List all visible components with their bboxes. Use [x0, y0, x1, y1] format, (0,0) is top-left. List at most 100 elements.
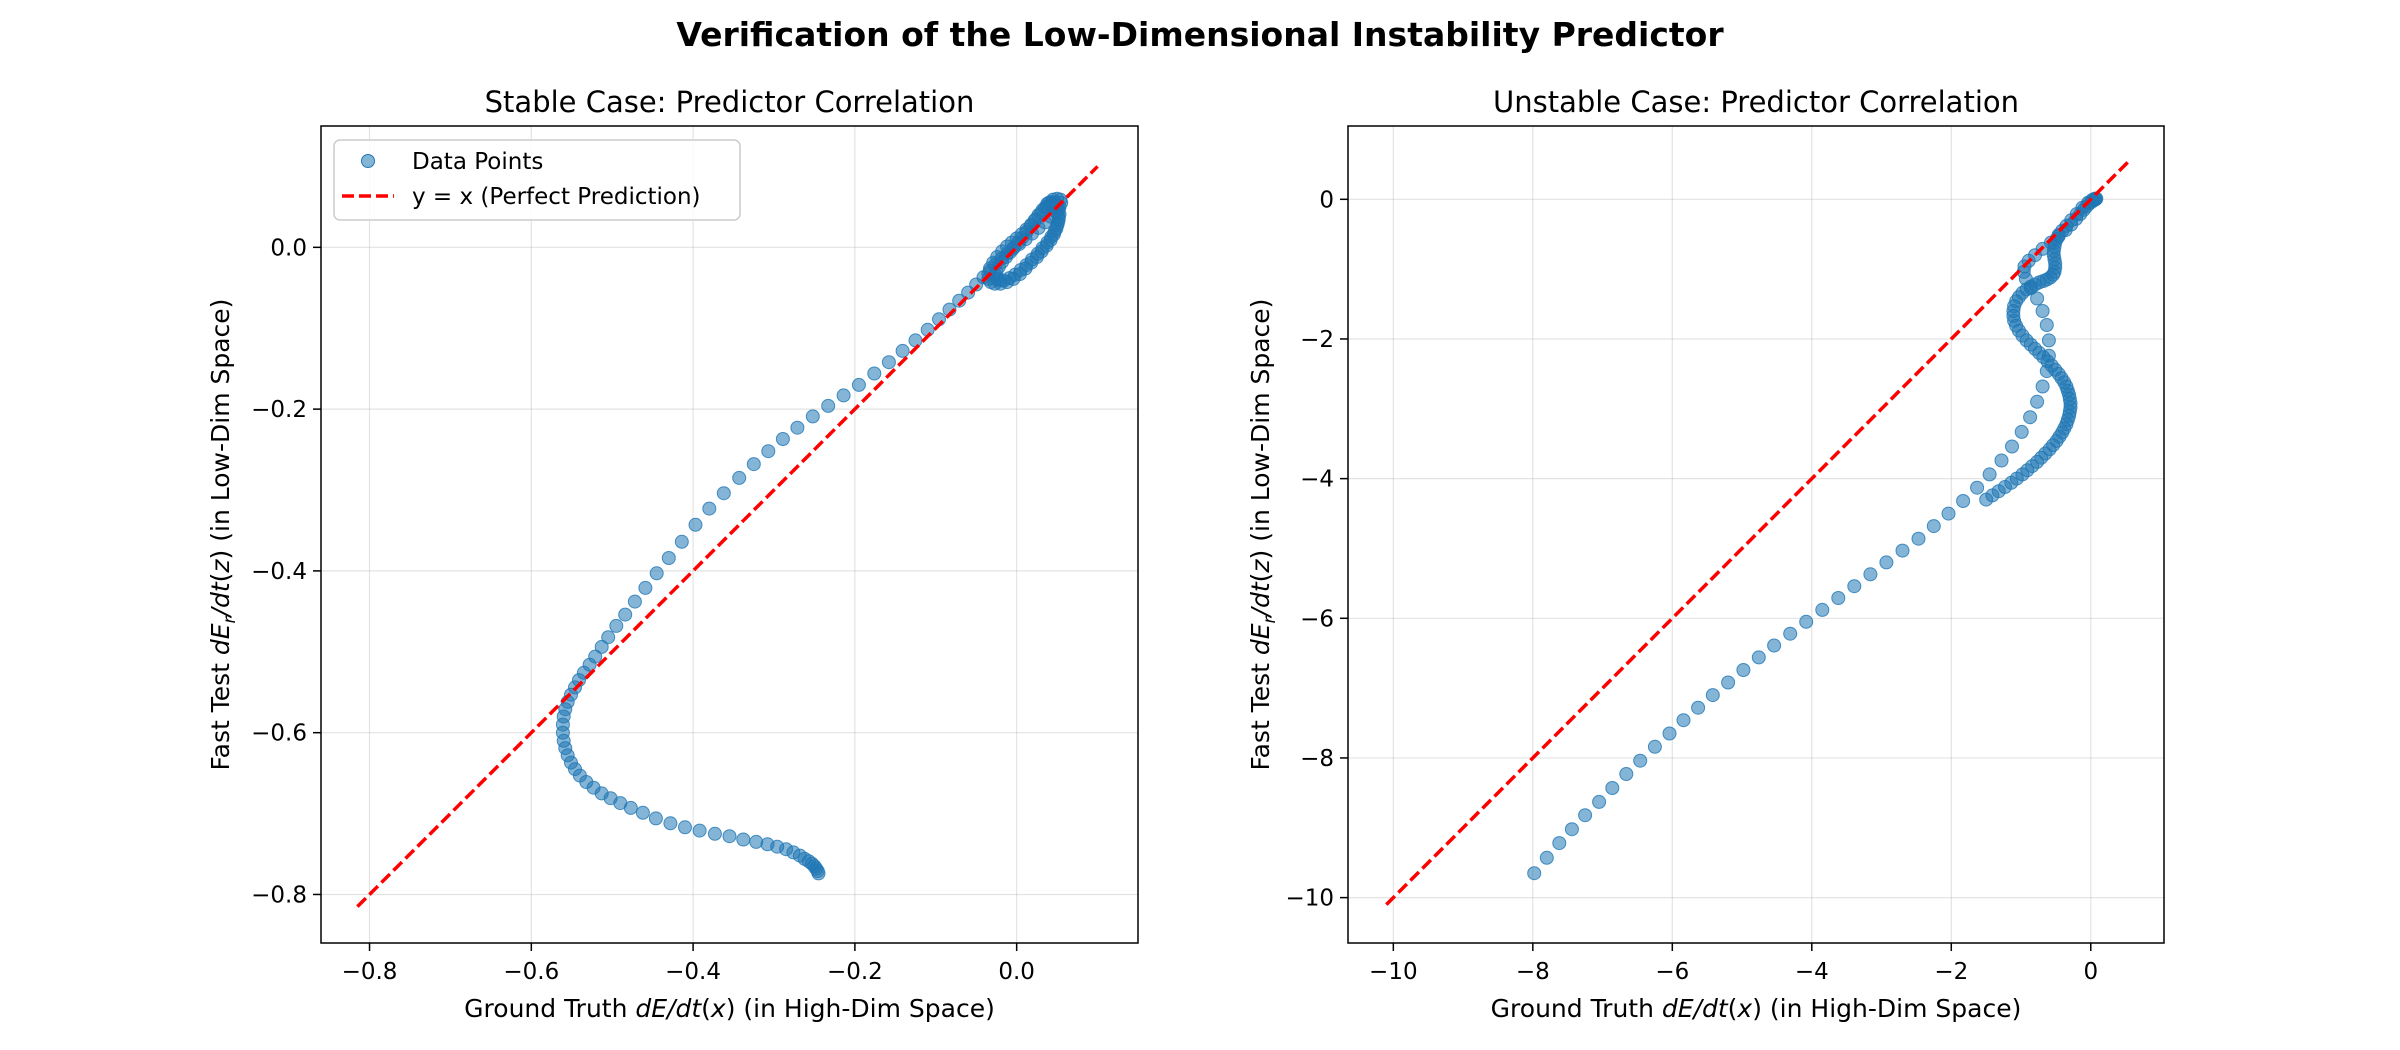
data-point [1676, 713, 1691, 728]
legend-marker-data-points [361, 154, 375, 168]
y-tick-label: −10 [1285, 886, 1334, 912]
x-tick-label: −8 [1516, 959, 1550, 985]
data-point [1895, 543, 1910, 558]
data-point [609, 618, 624, 633]
data-point [1527, 866, 1542, 881]
data-point [1799, 614, 1814, 629]
data-point [1783, 626, 1798, 641]
perfect-prediction-line [356, 165, 1099, 908]
data-point [2035, 304, 2050, 318]
stable-case-x-axis-label: Ground Truth dE/dt(x) (in High-Dim Space… [464, 994, 995, 1023]
y-tick-label: −8 [1300, 746, 1334, 772]
stable-case-panel: Stable Case: Predictor Correlation −0.8 −… [206, 85, 1139, 1023]
data-point [648, 811, 663, 826]
x-tick-label: −10 [1369, 959, 1418, 985]
data-point [678, 820, 692, 835]
data-point [1941, 506, 1956, 521]
data-point [2030, 291, 2045, 306]
data-point [1863, 567, 1878, 582]
figure-suptitle: Verification of the Low-Dimensional Inst… [676, 15, 1724, 54]
data-point [1662, 726, 1677, 741]
data-point [1911, 531, 1926, 546]
y-tick-label: 0 [1319, 187, 1334, 213]
unstable-case-x-axis-label: Ground Truth dE/dt(x) (in High-Dim Space… [1491, 994, 2022, 1023]
data-point [2014, 424, 2029, 439]
data-point [649, 566, 664, 581]
data-point [2030, 394, 2045, 409]
data-point [1982, 467, 1997, 482]
stable-case-title: Stable Case: Predictor Correlation [485, 85, 975, 119]
perfect-prediction-line [1385, 159, 2131, 906]
data-point [1633, 753, 1648, 768]
data-point [661, 551, 676, 565]
x-tick-label: 0 [2083, 959, 2098, 985]
data-point [851, 377, 866, 392]
unstable-case-data-points [1527, 191, 2104, 881]
data-point [722, 829, 737, 844]
data-point [895, 343, 910, 358]
y-tick-label: −0.4 [251, 559, 307, 585]
stable-case-y-axis-label: Fast Test dEr/dt(z) (in Low-Dim Space) [206, 299, 240, 771]
data-point [1751, 650, 1766, 665]
data-point [867, 366, 882, 381]
data-point [2041, 333, 2056, 348]
data-point [2039, 318, 2054, 332]
data-point [2005, 439, 2019, 454]
data-point [2035, 379, 2050, 394]
data-point [805, 409, 820, 424]
data-point [1815, 602, 1830, 617]
y-tick-label: −4 [1300, 467, 1334, 493]
unstable-case-reference-line [1385, 159, 2131, 906]
unstable-case-ticks: −10 −8 −6 −4 −2 0 −10 −8 −6 −4 −2 0 [1285, 187, 2098, 985]
legend-label-data-points: Data Points [412, 149, 543, 175]
data-point [588, 649, 603, 664]
data-point [1847, 579, 1862, 594]
data-point [836, 388, 851, 403]
stable-case-legend: Data Points y = x (Perfect Prediction) [333, 139, 741, 221]
data-point [688, 517, 703, 532]
data-point [1970, 480, 1985, 495]
data-point [1721, 675, 1736, 690]
data-point [692, 823, 707, 838]
x-tick-label: 0.0 [998, 959, 1035, 985]
y-tick-label: −0.6 [251, 721, 307, 747]
unstable-case-y-axis-label: Fast Test dEr/dt(z) (in Low-Dim Space) [1246, 299, 1280, 771]
x-tick-label: −2 [1934, 959, 1968, 985]
legend-box [333, 139, 741, 221]
data-point [790, 420, 805, 435]
data-point [1994, 453, 2009, 468]
x-tick-label: −4 [1795, 959, 1829, 985]
data-point [601, 630, 616, 645]
data-point [674, 534, 689, 549]
legend-label-reference-line: y = x (Perfect Prediction) [412, 184, 701, 210]
data-point [1979, 492, 1994, 507]
unstable-case-plot-frame [1347, 125, 2165, 944]
data-point [761, 444, 776, 459]
x-tick-label: −0.6 [503, 959, 559, 985]
data-point [1691, 700, 1706, 715]
data-point [638, 580, 653, 595]
data-point [1040, 196, 1055, 211]
data-point [1956, 494, 1971, 508]
y-tick-label: −0.2 [251, 397, 307, 423]
data-point [749, 834, 764, 849]
x-tick-label: −0.8 [342, 959, 398, 985]
stable-case-reference-line [356, 165, 1099, 908]
data-point [881, 355, 896, 370]
data-point [908, 333, 923, 348]
data-point [627, 594, 642, 609]
data-point [1879, 555, 1894, 570]
stable-case-data-points [555, 191, 1069, 881]
stable-case-plot-frame [320, 125, 1139, 944]
data-point [1605, 781, 1620, 795]
x-tick-label: −0.4 [665, 959, 721, 985]
data-point [1578, 808, 1593, 823]
data-point [746, 457, 761, 472]
data-point [1736, 663, 1751, 677]
data-point [702, 501, 717, 516]
data-point [635, 805, 650, 820]
data-point [736, 832, 751, 847]
y-tick-label: −2 [1300, 327, 1334, 353]
data-point [1926, 519, 1941, 534]
